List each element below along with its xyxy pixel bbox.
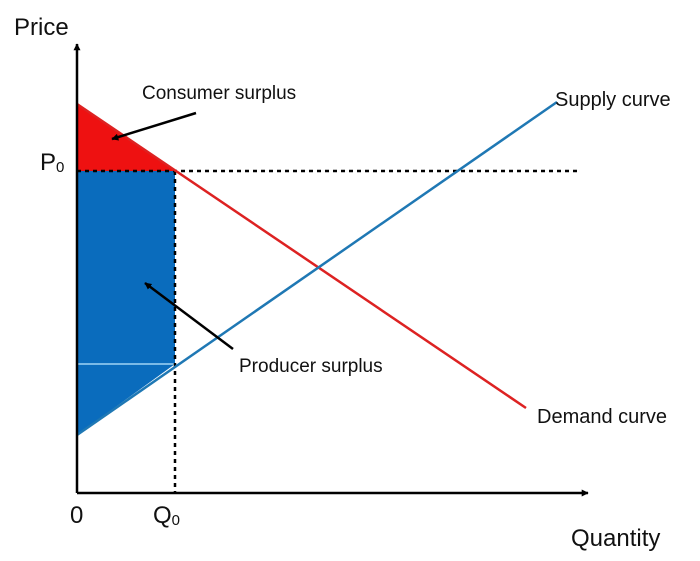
- producer-surplus-arrow: [144, 282, 234, 350]
- consumer-surplus-arrow: [111, 111, 197, 141]
- price-subscript: 0: [56, 159, 64, 176]
- price-p0-label: P0: [40, 149, 64, 176]
- producer-surplus-label: Producer surplus: [239, 356, 383, 377]
- supply-curve-line: [76, 100, 558, 437]
- quantity-letter: Q: [153, 502, 172, 529]
- quantity-subscript: 0: [172, 512, 180, 529]
- price-letter: P: [40, 149, 56, 176]
- demand-curve-label: Demand curve: [537, 406, 667, 428]
- origin-label: 0: [70, 502, 83, 529]
- demand-curve-line: [76, 102, 527, 410]
- x-axis-label: Quantity: [571, 525, 660, 552]
- producer-surplus-area: [77, 171, 175, 435]
- y-axis-label: Price: [14, 14, 69, 41]
- quantity-q0-label: Q0: [153, 502, 180, 529]
- supply-curve-label: Supply curve: [555, 89, 671, 111]
- consumer-surplus-label: Consumer surplus: [142, 83, 296, 104]
